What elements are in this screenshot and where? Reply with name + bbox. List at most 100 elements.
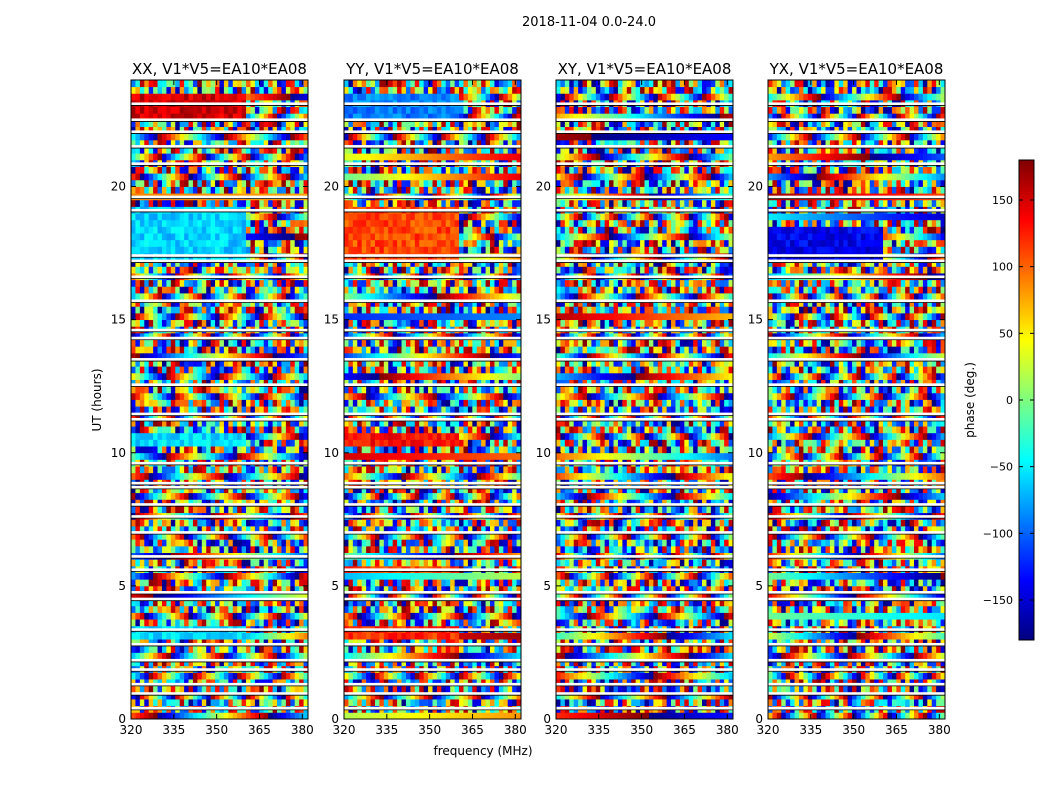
- flagged-row: [768, 531, 945, 535]
- flagged-row: [768, 642, 945, 646]
- flagged-row: [131, 336, 308, 340]
- phase-waterfall: [556, 80, 734, 720]
- flagged-row: [556, 417, 733, 421]
- flagged-row: [768, 628, 945, 632]
- flagged-row: [556, 299, 733, 303]
- flagged-row: [131, 642, 308, 646]
- x-axis-label: frequency (MHz): [433, 744, 532, 758]
- x-tick-label: 380: [716, 723, 739, 737]
- flagged-row: [768, 568, 945, 572]
- y-tick-label: 20: [111, 180, 126, 194]
- flagged-row: [768, 555, 945, 559]
- flagged-row: [556, 336, 733, 340]
- y-tick-label: 20: [748, 180, 763, 194]
- colorbar: −150 −100 −50 0 50 100 150: [983, 159, 1035, 641]
- flagged-row: [131, 682, 308, 686]
- flagged-row: [556, 358, 733, 362]
- flagged-row: [556, 275, 733, 279]
- panel-xy: XY, V1*V5=EA10*EA08 320 335 350 365 380 0 5 10 15…: [536, 60, 739, 737]
- x-tick-label: 365: [885, 723, 908, 737]
- flagged-row: [556, 591, 733, 595]
- flagged-row: [556, 531, 733, 535]
- x-tick-label: 320: [333, 723, 356, 737]
- flagged-row: [131, 118, 308, 122]
- flagged-row: [556, 503, 733, 507]
- y-tick-label: 5: [331, 579, 339, 593]
- x-tick-label: 350: [630, 723, 653, 737]
- flagged-row: [131, 254, 308, 258]
- x-tick-label: 365: [248, 723, 271, 737]
- x-tick-label: 350: [842, 723, 865, 737]
- flagged-row: [344, 102, 521, 106]
- flagged-row: [131, 706, 308, 710]
- flagged-row: [344, 358, 521, 362]
- flagged-row: [131, 503, 308, 507]
- flagged-row: [131, 195, 308, 199]
- phase-waterfall: [768, 80, 946, 720]
- flagged-row: [344, 299, 521, 303]
- flagged-row: [556, 568, 733, 572]
- flagged-row: [768, 102, 945, 106]
- flagged-row: [768, 130, 945, 134]
- flagged-row: [556, 254, 733, 258]
- flagged-row: [131, 692, 308, 696]
- flagged-row: [768, 299, 945, 303]
- flagged-row: [556, 259, 733, 263]
- flagged-row: [131, 597, 308, 601]
- flagged-row: [344, 417, 521, 421]
- colorbar-tick-label: 150: [992, 194, 1013, 207]
- flagged-row: [131, 417, 308, 421]
- flagged-row: [768, 461, 945, 465]
- panel-title: YX, V1*V5=EA10*EA08: [769, 60, 944, 78]
- panel-yx: YX, V1*V5=EA10*EA08 320 335 350 365 380 0 5 10 15…: [748, 60, 951, 737]
- flagged-row: [556, 102, 733, 106]
- flagged-row: [768, 118, 945, 122]
- flagged-row: [556, 668, 733, 672]
- flagged-row: [344, 412, 521, 416]
- flagged-row: [344, 328, 521, 332]
- flagged-row: [344, 275, 521, 279]
- flagged-row: [556, 485, 733, 489]
- flagged-row: [344, 706, 521, 710]
- flagged-row: [344, 130, 521, 134]
- flagged-row: [344, 515, 521, 519]
- flagged-row: [344, 642, 521, 646]
- flagged-row: [768, 259, 945, 263]
- flagged-row: [344, 145, 521, 149]
- flagged-row: [131, 628, 308, 632]
- panel-title: YY, V1*V5=EA10*EA08: [345, 60, 519, 78]
- flagged-row: [768, 195, 945, 199]
- y-tick-label: 15: [536, 313, 551, 327]
- flagged-row: [131, 162, 308, 166]
- flagged-row: [344, 531, 521, 535]
- x-tick-label: 320: [757, 723, 780, 737]
- flagged-row: [768, 145, 945, 149]
- flagged-row: [344, 461, 521, 465]
- flagged-row: [768, 706, 945, 710]
- flagged-row: [556, 383, 733, 387]
- y-tick-label: 5: [755, 579, 763, 593]
- y-tick-label: 10: [748, 446, 763, 460]
- flagged-row: [556, 706, 733, 710]
- axes-frame: [555, 79, 734, 720]
- flagged-row: [131, 383, 308, 387]
- flagged-row: [131, 299, 308, 303]
- flagged-row: [131, 145, 308, 149]
- flagged-row: [556, 130, 733, 134]
- flagged-row: [131, 328, 308, 332]
- flagged-row: [131, 481, 308, 485]
- flagged-row: [556, 481, 733, 485]
- flagged-row: [556, 328, 733, 332]
- flagged-row: [344, 208, 521, 212]
- flagged-row: [344, 481, 521, 485]
- flagged-row: [556, 692, 733, 696]
- x-tick-label: 350: [418, 723, 441, 737]
- x-tick-label: 380: [291, 723, 314, 737]
- flagged-row: [556, 658, 733, 662]
- flagged-row: [344, 668, 521, 672]
- flagged-row: [768, 336, 945, 340]
- axes-frame: [130, 79, 309, 720]
- flagged-row: [556, 642, 733, 646]
- flagged-row: [768, 668, 945, 672]
- y-tick-label: 20: [324, 180, 339, 194]
